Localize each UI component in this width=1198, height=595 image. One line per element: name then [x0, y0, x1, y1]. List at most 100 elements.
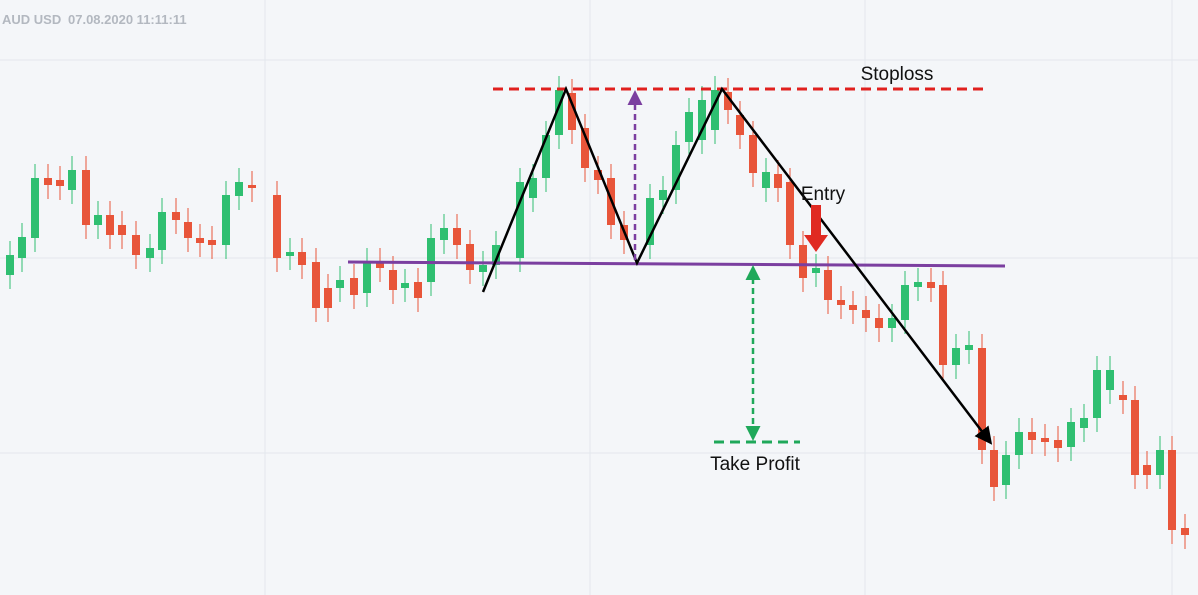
candle-body — [1106, 370, 1114, 390]
candle-body — [965, 345, 973, 350]
candle-body — [158, 212, 166, 250]
annotations: AUD USD 07.08.2020 11:11:11 Stoploss Ent… — [2, 12, 1006, 475]
candle-body — [427, 238, 435, 282]
candle-body — [914, 282, 922, 287]
candle-body — [927, 282, 935, 288]
candle-body — [453, 228, 461, 245]
candle-body — [1156, 450, 1164, 475]
candle-body — [376, 262, 384, 268]
candle-body — [106, 215, 114, 235]
candle-body — [529, 178, 537, 198]
candle-body — [235, 182, 243, 196]
candle-body — [1181, 528, 1189, 535]
candle-body — [1054, 440, 1062, 448]
candle-body — [44, 178, 52, 185]
candle-body — [389, 270, 397, 290]
candle-body — [685, 112, 693, 142]
candle-body — [711, 90, 719, 130]
candle-body — [888, 318, 896, 328]
candle-body — [492, 245, 500, 265]
timestamp: 07.08.2020 11:11:11 — [68, 12, 187, 27]
entry-arrow — [804, 205, 828, 252]
candle-body — [208, 240, 216, 245]
candle-body — [901, 285, 909, 320]
candle-body — [298, 252, 306, 265]
candle-body — [184, 222, 192, 238]
candle-body — [1041, 438, 1049, 442]
candle-body — [363, 262, 371, 293]
candle-body — [401, 283, 409, 288]
symbol: AUD USD — [2, 12, 61, 27]
candle-body — [196, 238, 204, 243]
entry-label: Entry — [801, 184, 846, 205]
candle-body — [516, 182, 524, 258]
candle-body — [555, 90, 563, 135]
candle-body — [222, 195, 230, 245]
candle-body — [1002, 455, 1010, 485]
candle-body — [1119, 395, 1127, 400]
candle-body — [132, 235, 140, 255]
neckline — [347, 260, 1006, 268]
candle-body — [862, 310, 870, 318]
candle-body — [440, 228, 448, 240]
candle-body — [273, 195, 281, 258]
candle-body — [849, 305, 857, 310]
candle-body — [568, 93, 576, 130]
candle-body — [774, 174, 782, 188]
candle-body — [672, 145, 680, 190]
candle-body — [837, 300, 845, 305]
candle-body — [978, 348, 986, 450]
candle-body — [698, 100, 706, 140]
candle-body — [939, 285, 947, 365]
candle-body — [1131, 400, 1139, 475]
candle-body — [466, 244, 474, 270]
candles — [6, 76, 1189, 549]
candle-body — [68, 170, 76, 190]
candle-body — [875, 318, 883, 328]
candle-body — [414, 282, 422, 298]
candle-body — [172, 212, 180, 220]
candle-body — [1168, 450, 1176, 530]
candle-body — [749, 135, 757, 173]
candle-body — [1028, 432, 1036, 440]
candle-body — [736, 115, 744, 135]
candle-body — [952, 348, 960, 365]
candle-body — [1080, 418, 1088, 428]
candle-body — [990, 450, 998, 487]
candle-body — [799, 245, 807, 278]
candle-body — [1093, 370, 1101, 418]
candle-body — [94, 215, 102, 225]
candle-body — [786, 182, 794, 245]
candle-body — [762, 172, 770, 188]
candle-body — [479, 265, 487, 272]
candle-body — [56, 180, 64, 186]
candle-body — [82, 170, 90, 225]
candle-body — [350, 278, 358, 295]
candle-body — [248, 185, 256, 188]
candle-body — [312, 262, 320, 308]
take-profit-label: Take Profit — [710, 454, 800, 475]
candle-body — [812, 268, 820, 273]
candle-body — [6, 255, 14, 275]
candle-body — [18, 237, 26, 258]
candle-body — [324, 288, 332, 308]
candle-body — [1143, 465, 1151, 475]
candle-body — [594, 170, 602, 180]
candle-body — [724, 92, 732, 110]
candle-body — [646, 198, 654, 245]
candle-body — [1067, 422, 1075, 447]
candle-body — [118, 225, 126, 235]
candle-body — [286, 252, 294, 256]
candle-body — [542, 135, 550, 178]
candle-body — [31, 178, 39, 238]
candle-body — [1015, 432, 1023, 455]
candle-body — [581, 128, 589, 168]
candle-body — [659, 190, 667, 200]
stoploss-label: Stoploss — [861, 64, 934, 85]
candle-body — [824, 270, 832, 300]
candle-body — [336, 280, 344, 288]
candle-body — [146, 248, 154, 258]
